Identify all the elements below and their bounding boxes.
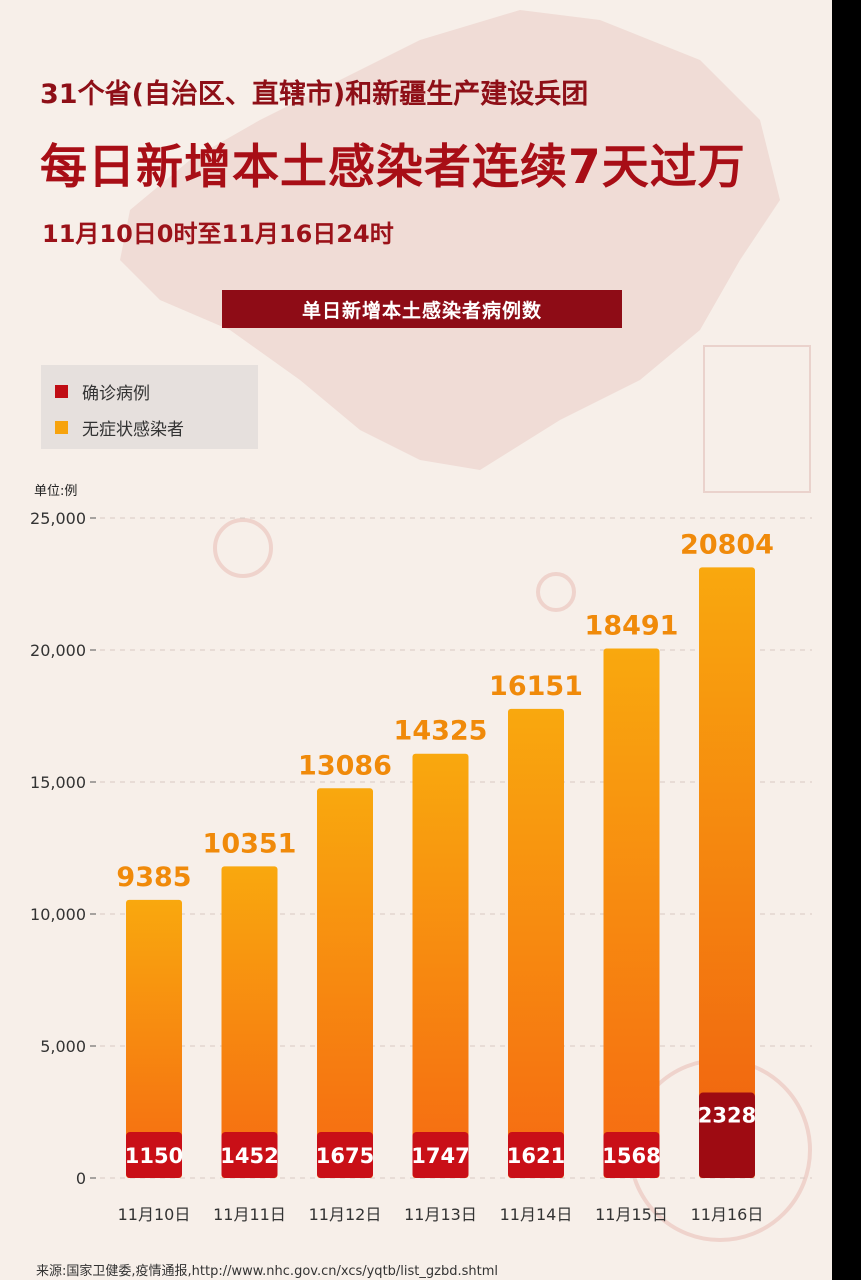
bar-asymptomatic [603, 648, 660, 1178]
infographic-page: 31个省(自治区、直辖市)和新疆生产建设兵团 每日新增本土感染者连续7天过万 1… [0, 0, 832, 1280]
bar-asymptomatic [508, 708, 564, 1178]
bar-confirmed [221, 1132, 278, 1178]
confirmed-data-label: 2328 [698, 1104, 756, 1128]
x-tick-label: 11月10日 [118, 1205, 191, 1224]
asymptomatic-data-label: 18491 [585, 610, 679, 641]
bar-asymptomatic [317, 788, 373, 1178]
confirmed-data-label: 1747 [411, 1144, 469, 1168]
asymptomatic-data-label: 9385 [116, 862, 191, 893]
bar-confirmed [412, 1132, 469, 1178]
header-subtitle: 31个省(自治区、直辖市)和新疆生产建设兵团 [40, 79, 589, 110]
bar-asymptomatic [221, 866, 278, 1178]
legend: 确诊病例 无症状感染者 [41, 365, 258, 449]
legend-item-asymptomatic: 无症状感染者 [55, 415, 184, 440]
legend-swatch-confirmed [55, 385, 68, 398]
bar-confirmed [603, 1132, 660, 1178]
y-tick-label: 0 [76, 1169, 86, 1188]
legend-swatch-asymptomatic [55, 421, 68, 434]
unit-label: 单位:例 [34, 484, 78, 499]
label-layer: 1150 9385 11月10日 1452 10351 11月11日 1675 13086 11… [116, 529, 774, 1224]
x-tick-label: 11月15日 [595, 1205, 668, 1224]
chart-banner: 单日新增本土感染者病例数 [222, 290, 622, 328]
source-note: 来源:国家卫健委,疫情通报,http://www.nhc.gov.cn/xcs/… [36, 1264, 498, 1279]
legend-label: 确诊病例 [82, 384, 150, 404]
x-tick-label: 11月11日 [213, 1205, 286, 1224]
legend-label: 无症状感染者 [82, 420, 184, 440]
bar-confirmed [508, 1132, 564, 1178]
confirmed-data-label: 1452 [220, 1144, 278, 1168]
x-tick-label: 11月14日 [500, 1205, 573, 1224]
bar-asymptomatic [126, 899, 182, 1178]
x-tick-label: 11月16日 [691, 1205, 764, 1224]
date-range: 11月10日0时至11月16日24时 [42, 220, 394, 248]
y-tick-label: 20,000 [30, 641, 86, 660]
inset-map-frame [703, 345, 811, 493]
y-tick-label: 15,000 [30, 773, 86, 792]
page-title: 每日新增本土感染者连续7天过万 [40, 140, 746, 195]
confirmed-data-label: 1675 [316, 1144, 374, 1168]
x-tick-label: 11月12日 [309, 1205, 382, 1224]
bar-confirmed [317, 1132, 373, 1178]
confirmed-data-label: 1150 [125, 1144, 183, 1168]
confirmed-data-label: 1568 [602, 1144, 660, 1168]
y-tick-label: 5,000 [40, 1037, 86, 1056]
asymptomatic-data-label: 14325 [394, 716, 488, 747]
bar-confirmed [699, 1092, 755, 1178]
bar-layer [126, 567, 755, 1178]
bar-asymptomatic [699, 567, 755, 1178]
legend-item-confirmed: 确诊病例 [55, 379, 150, 404]
bar-confirmed [126, 1132, 182, 1178]
asymptomatic-data-label: 20804 [680, 529, 774, 560]
y-tick-label: 25,000 [30, 509, 86, 528]
bar-asymptomatic [412, 753, 469, 1178]
confirmed-data-label: 1621 [507, 1144, 565, 1168]
x-tick-label: 11月13日 [404, 1205, 477, 1224]
asymptomatic-data-label: 16151 [489, 671, 583, 702]
y-tick-label: 10,000 [30, 905, 86, 924]
map-silhouette [120, 10, 780, 470]
grid-layer: 0 5,000 10,000 15,000 20,000 25,000 [30, 509, 812, 1188]
asymptomatic-data-label: 10351 [203, 828, 297, 859]
asymptomatic-data-label: 13086 [298, 750, 392, 781]
